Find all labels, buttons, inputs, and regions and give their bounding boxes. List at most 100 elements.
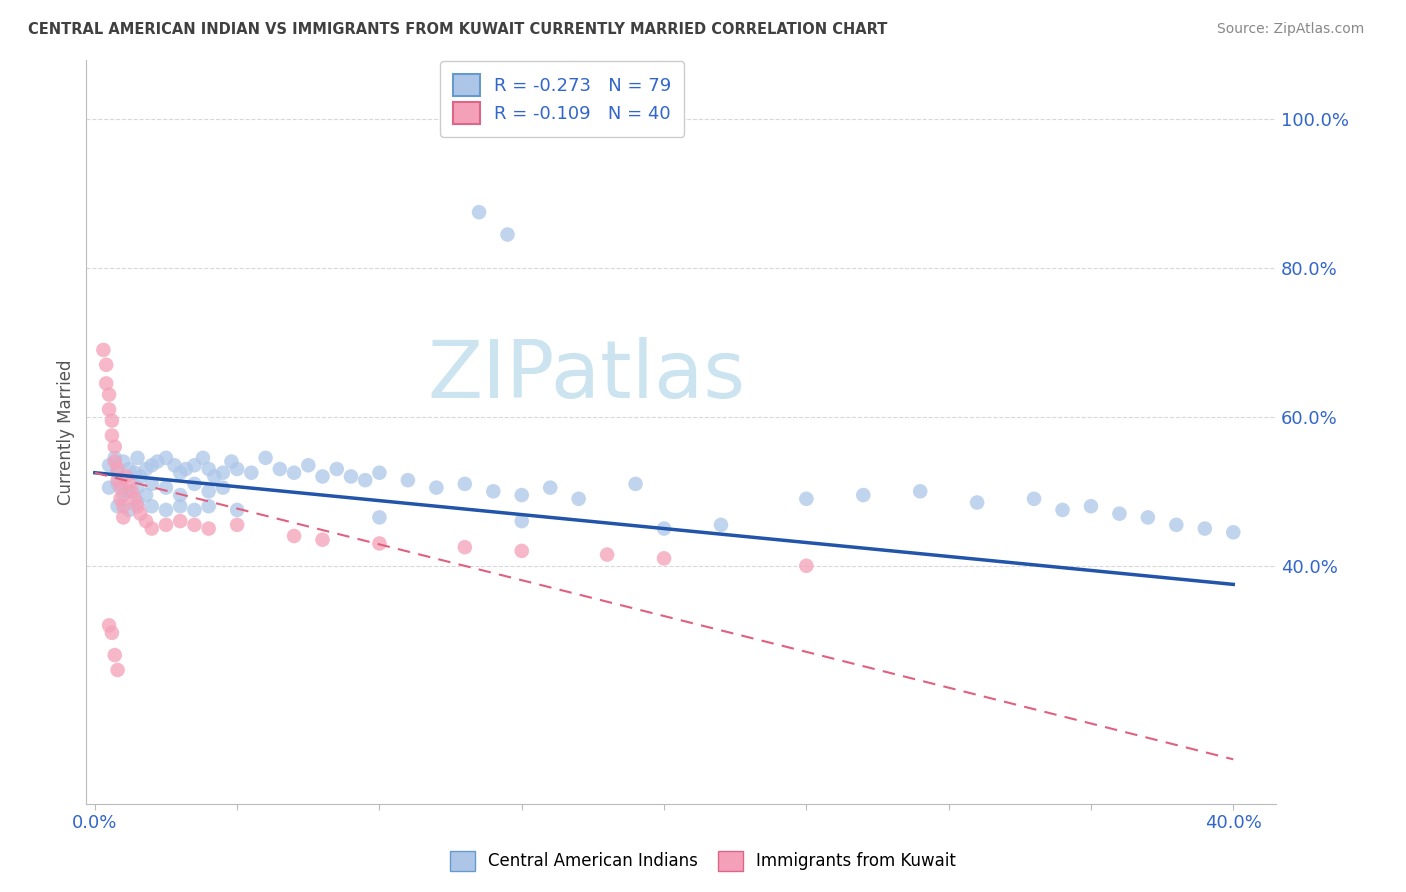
Point: [183, 476, 205, 491]
Point: [98, 618, 121, 632]
Point: [368, 536, 391, 550]
Point: [107, 462, 129, 476]
Point: [112, 510, 135, 524]
Point: [326, 462, 349, 476]
Point: [135, 488, 157, 502]
Point: [124, 491, 146, 506]
Point: [101, 428, 124, 442]
Point: [183, 517, 205, 532]
Point: [454, 540, 477, 554]
Point: [496, 227, 519, 242]
Point: [710, 517, 733, 532]
Point: [146, 454, 169, 468]
Point: [169, 488, 191, 502]
Point: [311, 533, 333, 547]
Point: [155, 450, 177, 465]
Point: [538, 481, 561, 495]
Point: [104, 454, 127, 468]
Point: [269, 462, 291, 476]
Text: CENTRAL AMERICAN INDIAN VS IMMIGRANTS FROM KUWAIT CURRENTLY MARRIED CORRELATION : CENTRAL AMERICAN INDIAN VS IMMIGRANTS FR…: [28, 22, 887, 37]
Text: ZIPatlas: ZIPatlas: [427, 337, 745, 415]
Point: [183, 503, 205, 517]
Point: [141, 476, 163, 491]
Point: [212, 481, 235, 495]
Point: [124, 466, 146, 480]
Point: [127, 481, 149, 495]
Point: [98, 402, 121, 417]
Point: [115, 469, 138, 483]
Point: [135, 462, 157, 476]
Point: [852, 488, 875, 502]
Point: [226, 503, 249, 517]
Point: [155, 517, 177, 532]
Point: [796, 558, 818, 573]
Point: [101, 625, 124, 640]
Point: [624, 476, 647, 491]
Point: [112, 454, 135, 468]
Point: [93, 343, 115, 357]
Point: [510, 544, 533, 558]
Legend: R = -0.273   N = 79, R = -0.109   N = 40: R = -0.273 N = 79, R = -0.109 N = 40: [440, 62, 685, 136]
Point: [169, 466, 191, 480]
Point: [197, 500, 219, 514]
Y-axis label: Currently Married: Currently Married: [58, 359, 75, 505]
Point: [96, 376, 118, 391]
Point: [966, 495, 988, 509]
Text: Source: ZipAtlas.com: Source: ZipAtlas.com: [1216, 22, 1364, 37]
Point: [141, 522, 163, 536]
Point: [1222, 525, 1244, 540]
Point: [1022, 491, 1045, 506]
Point: [482, 484, 505, 499]
Point: [1080, 500, 1102, 514]
Point: [908, 484, 931, 499]
Point: [197, 484, 219, 499]
Point: [454, 476, 477, 491]
Point: [1136, 510, 1159, 524]
Point: [254, 450, 277, 465]
Point: [297, 458, 319, 473]
Point: [796, 491, 818, 506]
Point: [110, 491, 132, 506]
Point: [98, 458, 121, 473]
Point: [174, 462, 197, 476]
Point: [1108, 507, 1130, 521]
Point: [568, 491, 591, 506]
Point: [118, 462, 141, 476]
Point: [652, 551, 675, 566]
Point: [354, 473, 377, 487]
Point: [118, 484, 141, 499]
Point: [112, 488, 135, 502]
Point: [121, 484, 143, 499]
Point: [197, 522, 219, 536]
Point: [98, 387, 121, 401]
Point: [112, 500, 135, 514]
Point: [129, 469, 152, 483]
Point: [127, 450, 149, 465]
Point: [652, 522, 675, 536]
Point: [596, 548, 619, 562]
Point: [110, 481, 132, 495]
Point: [107, 473, 129, 487]
Point: [141, 500, 163, 514]
Point: [183, 458, 205, 473]
Point: [510, 488, 533, 502]
Point: [212, 466, 235, 480]
Point: [283, 529, 305, 543]
Point: [107, 663, 129, 677]
Point: [425, 481, 447, 495]
Point: [396, 473, 419, 487]
Point: [468, 205, 491, 219]
Point: [197, 462, 219, 476]
Point: [368, 510, 391, 524]
Point: [283, 466, 305, 480]
Point: [155, 503, 177, 517]
Point: [191, 450, 214, 465]
Point: [129, 507, 152, 521]
Point: [127, 500, 149, 514]
Point: [169, 514, 191, 528]
Point: [141, 458, 163, 473]
Point: [135, 514, 157, 528]
Point: [107, 476, 129, 491]
Point: [107, 500, 129, 514]
Legend: Central American Indians, Immigrants from Kuwait: Central American Indians, Immigrants fro…: [441, 842, 965, 880]
